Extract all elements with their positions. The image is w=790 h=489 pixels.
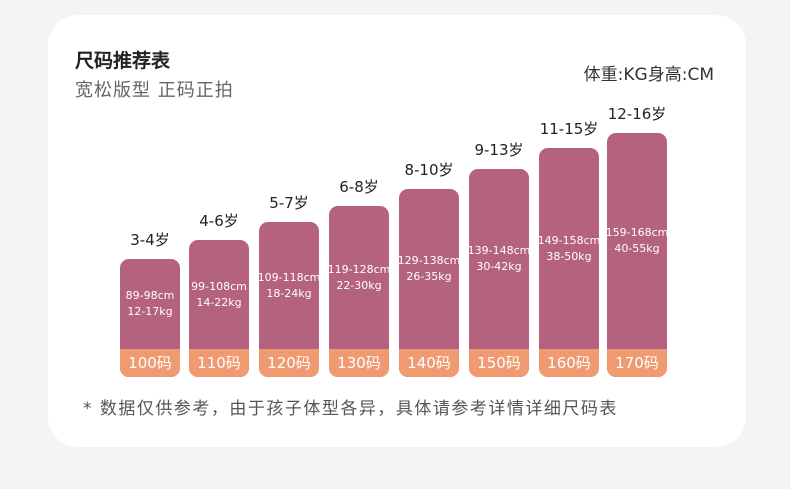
height-range: 99-108cm (191, 279, 247, 293)
bar-measurements: 139-148cm 30-42kg (469, 169, 529, 349)
page-subtitle: 宽松版型 正码正拍 (75, 80, 234, 101)
size-bar: 109-118cm 18-24kg 120码 (259, 222, 319, 377)
size-bar: 149-158cm 38-50kg 160码 (539, 148, 599, 377)
age-label: 9-13岁 (474, 141, 524, 159)
bar-measurements: 99-108cm 14-22kg (189, 240, 249, 349)
size-label: 110码 (189, 349, 249, 377)
size-label: 170码 (607, 349, 667, 377)
age-label: 8-10岁 (404, 161, 454, 179)
height-range: 119-128cm (329, 262, 389, 276)
bar-measurements: 129-138cm 26-35kg (399, 189, 459, 349)
size-bar: 129-138cm 26-35kg 140码 (399, 189, 459, 377)
unit-label: 体重:KG身高:CM (583, 65, 714, 85)
size-label: 130码 (329, 349, 389, 377)
weight-range: 38-50kg (546, 249, 592, 263)
height-range: 139-148cm (469, 244, 529, 257)
height-range: 129-138cm (399, 254, 459, 267)
age-label: 11-15岁 (539, 120, 599, 138)
size-label: 100码 (120, 349, 180, 377)
bar-measurements: 149-158cm 38-50kg (539, 148, 599, 349)
weight-range: 40-55kg (614, 242, 660, 255)
size-bar: 159-168cm 40-55kg 170码 (607, 133, 667, 377)
bar-measurements: 109-118cm 18-24kg (259, 222, 319, 349)
height-range: 149-158cm (539, 233, 599, 247)
size-bar: 139-148cm 30-42kg 150码 (469, 169, 529, 377)
age-label: 3-4岁 (130, 231, 170, 249)
size-bar: 119-128cm 22-30kg 130码 (329, 206, 389, 377)
weight-range: 26-35kg (406, 270, 452, 283)
weight-range: 14-22kg (196, 295, 242, 309)
size-label: 120码 (259, 349, 319, 377)
age-label: 6-8岁 (339, 178, 379, 196)
weight-range: 22-30kg (336, 278, 382, 292)
size-label: 160码 (539, 349, 599, 377)
age-label: 12-16岁 (607, 105, 667, 123)
size-bar: 89-98cm 12-17kg 100码 (120, 259, 180, 377)
bar-measurements: 159-168cm 40-55kg (607, 133, 667, 349)
size-bar: 99-108cm 14-22kg 110码 (189, 240, 249, 377)
footer-note: * 数据仅供参考，由于孩子体型各异，具体请参考详情详细尺码表 (83, 399, 618, 419)
height-range: 159-168cm (607, 226, 667, 239)
bar-measurements: 119-128cm 22-30kg (329, 206, 389, 349)
weight-range: 18-24kg (266, 286, 312, 300)
height-range: 109-118cm (259, 270, 319, 284)
page-title: 尺码推荐表 (75, 50, 171, 72)
weight-range: 12-17kg (127, 305, 173, 318)
age-label: 5-7岁 (269, 194, 309, 212)
bar-measurements: 89-98cm 12-17kg (120, 259, 180, 349)
size-label: 140码 (399, 349, 459, 377)
height-range: 89-98cm (125, 289, 175, 302)
age-label: 4-6岁 (199, 212, 239, 230)
weight-range: 30-42kg (476, 260, 522, 273)
size-label: 150码 (469, 349, 529, 377)
